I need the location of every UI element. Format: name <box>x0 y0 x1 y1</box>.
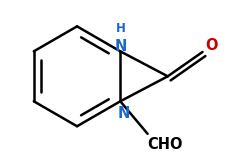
Text: H: H <box>116 22 126 35</box>
Text: CHO: CHO <box>147 137 183 152</box>
Text: N: N <box>115 39 128 54</box>
Text: O: O <box>205 38 218 53</box>
Text: N: N <box>118 106 131 121</box>
